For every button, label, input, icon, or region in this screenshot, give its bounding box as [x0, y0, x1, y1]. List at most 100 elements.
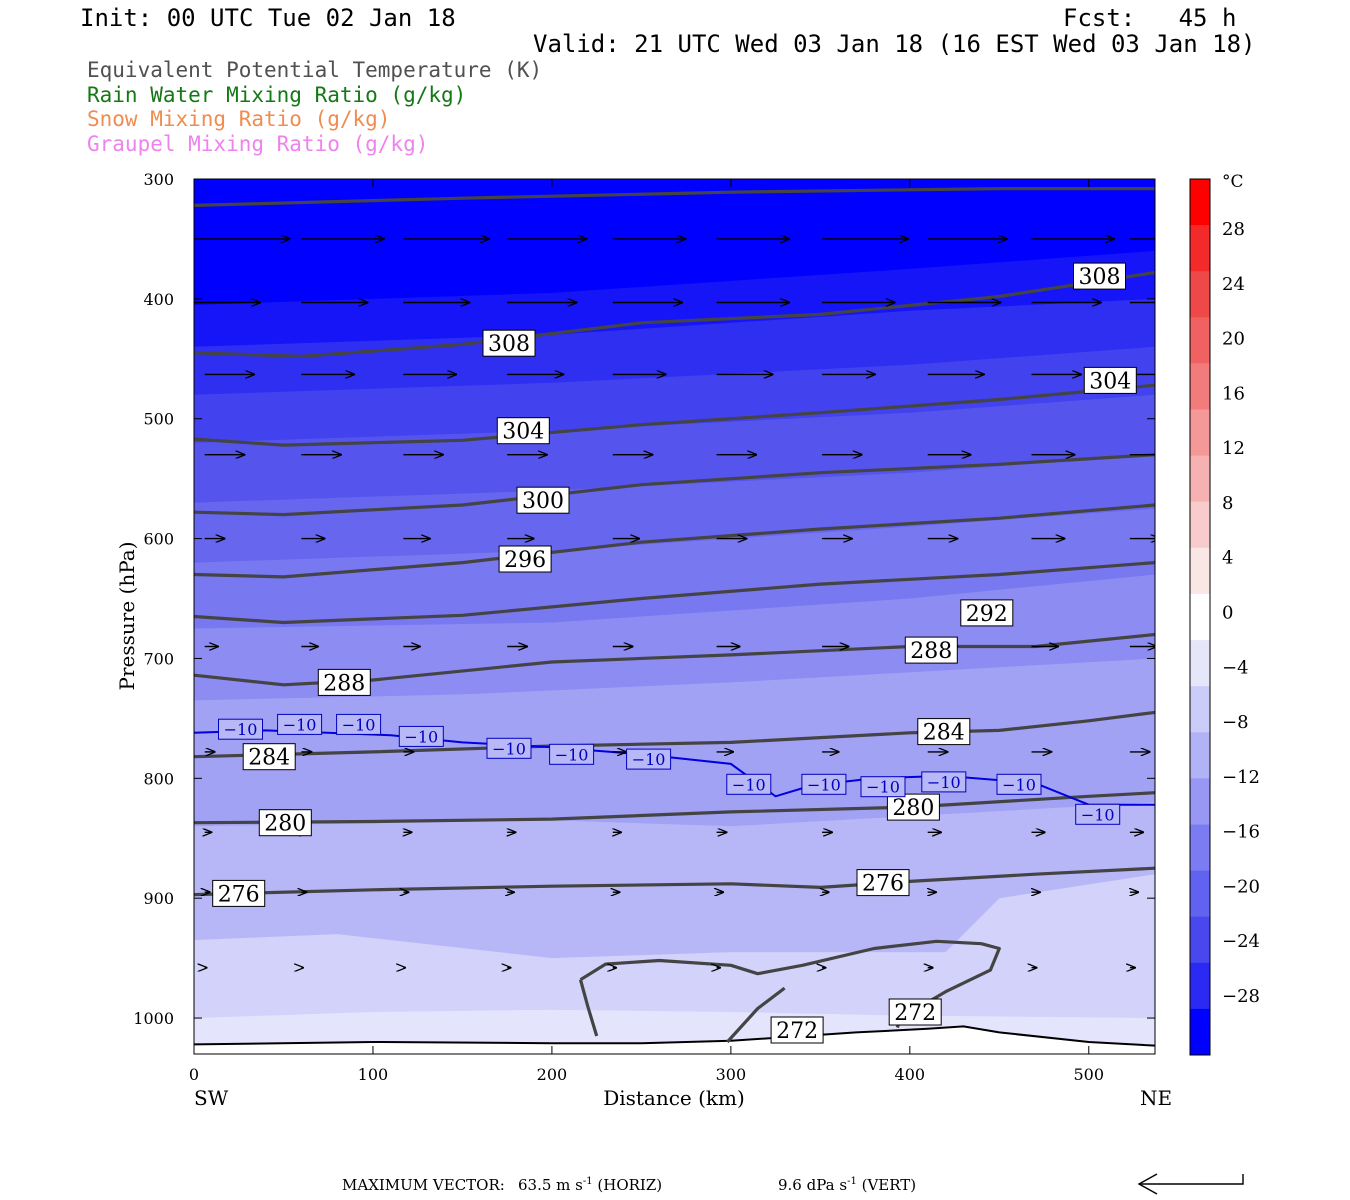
theta-e-label-text: 284: [923, 721, 965, 746]
theta-e-label: 308: [1073, 262, 1126, 290]
isotherm-label-text: −10: [1002, 775, 1036, 794]
terrain-line: [194, 1025, 1155, 1047]
x-tick-label: 500: [1074, 1065, 1105, 1084]
colorbar-swatch: [1190, 640, 1210, 687]
isotherm-label: −10: [277, 713, 323, 735]
theta-e-contour: [726, 986, 786, 1044]
isotherm-label-text: −10: [404, 727, 438, 746]
x-tick-label: 100: [358, 1065, 389, 1084]
colorbar-swatch: [1190, 870, 1210, 918]
y-tick-label: 1000: [133, 1009, 174, 1028]
isotherm-label: −10: [398, 725, 444, 747]
x-axis-label: Distance (km): [603, 1086, 745, 1110]
y-tick-label: 500: [143, 410, 174, 429]
theta-e-label: 308: [482, 329, 536, 357]
theta-e-contours: [194, 187, 1155, 1044]
colorbar-label: 12: [1222, 438, 1245, 459]
theta-e-label-text: 272: [894, 1001, 936, 1026]
theta-e-label-text: 296: [504, 548, 546, 573]
isotherm-label-box: [336, 713, 382, 735]
max-vector-prefix: MAXIMUM VECTOR:: [342, 1176, 505, 1194]
temperature-band: [194, 179, 1155, 305]
colorbar-swatch: [1190, 363, 1210, 410]
theta-e-label: 296: [498, 545, 552, 573]
theta-e-contour: [194, 270, 1155, 358]
colorbar-swatch: [1190, 271, 1210, 318]
isotherm-label-text: −10: [492, 739, 526, 758]
colorbar-swatch: [1190, 962, 1210, 1010]
axes: 300 400 500 600 700 800 900 1000 0 100 200 300 400 50…: [133, 170, 1155, 1084]
theta-e-label: 300: [516, 486, 570, 514]
theta-e-label-box: [886, 793, 940, 821]
colorbar-label: 8: [1222, 493, 1233, 514]
x-tick-label: 300: [716, 1065, 747, 1084]
theta-e-label-box: [1083, 366, 1137, 394]
theta-e-label-text: 292: [966, 602, 1008, 627]
theta-e-label-text: 304: [1089, 369, 1131, 394]
init-time: Init: 00 UTC Tue 02 Jan 18: [80, 4, 456, 32]
theta-e-label-text: 280: [264, 812, 306, 837]
colorbar-swatch: [1190, 455, 1210, 503]
isotherm-label-text: −10: [732, 775, 766, 794]
colorbar-label: −24: [1222, 931, 1260, 952]
isotherm-label: −10: [486, 737, 532, 759]
isotherm-label: −10: [921, 771, 967, 793]
theta-e-label: 276: [856, 869, 910, 897]
theta-e-label-box: [212, 879, 266, 907]
theta-e-label: 280: [258, 809, 312, 837]
isotherm-label-box: [626, 748, 672, 770]
legend-item: Graupel Mixing Ratio (g/kg): [87, 131, 429, 156]
theta-e-label: 272: [770, 1016, 824, 1044]
theta-e-label-box: [482, 329, 536, 357]
theta-e-label: 284: [917, 718, 971, 746]
plot-frame: [193, 178, 1156, 1055]
colorbar-swatch: [1190, 824, 1210, 872]
theta-e-label: 276: [212, 879, 266, 907]
colorbar-swatch: [1190, 916, 1210, 964]
colorbar-label: 0: [1222, 603, 1233, 624]
theta-e-label-box: [242, 743, 296, 771]
colorbar-swatch: [1190, 317, 1210, 364]
valid-time: Valid: 21 UTC Wed 03 Jan 18 (16 EST Wed …: [533, 30, 1256, 58]
colorbar-label: 24: [1222, 274, 1245, 295]
theta-e-contour: [194, 187, 1155, 207]
theta-e-label-text: 304: [502, 420, 544, 445]
theta-e-label-box: [317, 668, 371, 696]
terrain: [194, 1025, 1155, 1054]
colorbar-label: −12: [1222, 767, 1260, 788]
isotherm-label-box: [218, 718, 263, 740]
colorbar-label: 20: [1222, 329, 1245, 350]
colorbar-label: 4: [1222, 548, 1233, 569]
colorbar-label: −4: [1222, 657, 1249, 678]
max-vector-horiz: 63.5 m s-1 (HORIZ): [518, 1176, 663, 1194]
colorbar-swatch: [1190, 409, 1210, 457]
theta-e-contour: [194, 710, 1155, 759]
colorbar-label: −28: [1222, 986, 1260, 1007]
isotherm-label: −10: [860, 776, 906, 798]
theta-e-label: 272: [888, 998, 942, 1026]
colorbar-unit: °C: [1222, 172, 1244, 192]
isotherm-label-text: −10: [632, 750, 666, 769]
theta-e-label-text: 284: [248, 746, 290, 771]
x-tick-label: 0: [189, 1065, 199, 1084]
colorbar-swatch: [1190, 778, 1210, 825]
colorbar-swatch: [1190, 1008, 1210, 1056]
theta-e-contour: [194, 503, 1155, 579]
y-tick-label: 800: [143, 769, 174, 788]
reference-vector-arrow: [1137, 1173, 1244, 1195]
theta-e-label-text: 288: [910, 639, 952, 664]
y-tick-label: 300: [143, 170, 174, 189]
isotherm-label-box: [726, 773, 772, 795]
theta-e-label-text: 280: [892, 796, 934, 821]
theta-e-label: 288: [317, 668, 371, 696]
colorbar-swatch: [1190, 501, 1210, 549]
isotherm-label-box: [549, 743, 595, 765]
theta-e-label-box: [770, 1016, 824, 1044]
theta-e-label: 304: [496, 417, 550, 445]
theta-e-label: 288: [904, 636, 958, 664]
isotherm-label: −10: [626, 748, 672, 770]
sw-label: SW: [194, 1086, 229, 1110]
colorbar: 28 24 20 16 12 8 4 0 −4 −8 −12 −16 −20 −24 −28: [1189, 178, 1260, 1056]
colorbar-swatch: [1190, 732, 1210, 779]
colorbar-swatch: [1190, 179, 1210, 226]
